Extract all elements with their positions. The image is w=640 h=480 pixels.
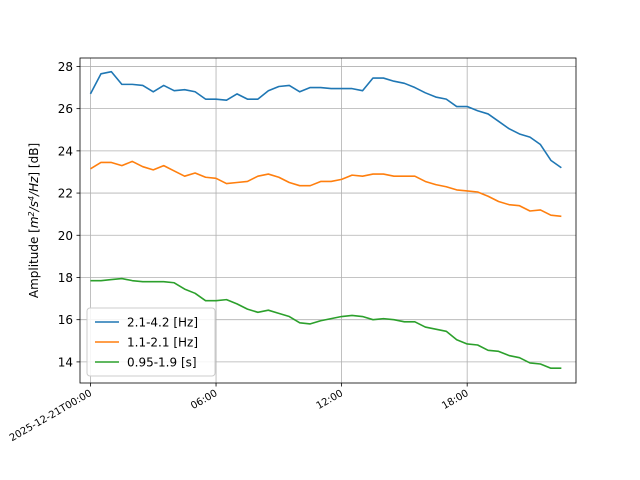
series-line [89,70,562,169]
y-tick-label: 20 [58,229,73,243]
y-tick-label: 28 [58,60,73,74]
y-axis: 14 16 18 20 22 24 26 28 [58,60,80,369]
series-line [90,160,562,218]
x-tick-label: 18:00 [440,388,470,412]
y-tick-label: 14 [58,355,73,369]
y-axis-label: Amplitude [m2/s4/Hz] [dB] [27,143,42,298]
legend-entry-label: 0.95-1.9 [s] [127,356,197,370]
series-lines [89,70,562,370]
y-tick-label: 18 [58,271,73,285]
legend-entry-label: 2.1-4.2 [Hz] [127,316,198,330]
legend: 2.1-4.2 [Hz] 1.1-2.1 [Hz] 0.95-1.9 [s] [86,307,216,377]
y-tick-label: 24 [58,144,73,158]
y-tick-label: 16 [58,313,73,327]
legend-box [86,307,216,377]
x-axis: 2025-12-21T00:00 06:00 12:00 18:00 [8,383,471,444]
x-tick-label: 06:00 [189,388,219,412]
x-tick-label: 12:00 [315,388,345,412]
legend-entry-label: 1.1-2.1 [Hz] [127,336,198,350]
y-tick-label: 26 [58,102,73,116]
plot-area-frame [79,57,577,384]
x-tick-label: 2025-12-21T00:00 [8,388,94,444]
y-tick-label: 22 [58,187,73,201]
series-line [90,277,562,370]
